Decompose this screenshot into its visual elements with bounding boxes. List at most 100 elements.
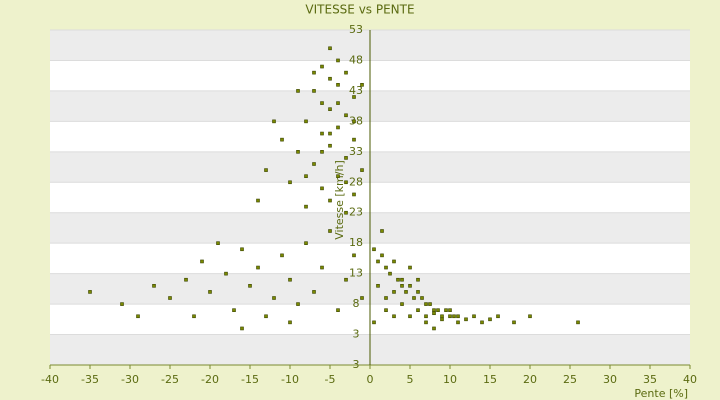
point: [344, 113, 348, 118]
point: [576, 320, 580, 325]
point: [120, 302, 124, 306]
point: [320, 186, 324, 191]
point: [240, 326, 244, 331]
point: [412, 296, 416, 300]
point: [404, 290, 408, 294]
point: [472, 314, 476, 319]
point: [392, 259, 396, 264]
point: [288, 180, 292, 185]
point: [272, 296, 276, 300]
point: [248, 284, 252, 288]
point: [344, 277, 348, 282]
point: [328, 198, 332, 203]
y-tick-label: 28: [349, 175, 363, 188]
point: [152, 284, 156, 288]
point: [288, 320, 292, 325]
point: [200, 259, 204, 264]
point: [360, 168, 364, 172]
x-tick-label: 25: [563, 373, 577, 386]
y-tick-label: 18: [349, 236, 363, 249]
point: [416, 308, 420, 312]
point: [256, 198, 260, 203]
point: [344, 180, 348, 185]
point: [424, 314, 428, 319]
point: [388, 271, 392, 276]
point: [280, 137, 284, 142]
point: [408, 314, 412, 319]
x-tick-label: -10: [281, 373, 299, 386]
point: [168, 296, 172, 300]
point: [416, 277, 420, 282]
point: [336, 174, 340, 178]
x-tick-label: -30: [121, 373, 139, 386]
y-tick-label: 3: [353, 328, 360, 341]
point: [344, 70, 348, 75]
point: [392, 314, 396, 319]
point: [352, 119, 356, 124]
point: [440, 317, 444, 322]
y-tick-label: 48: [349, 53, 363, 66]
point: [184, 277, 188, 282]
point: [232, 308, 236, 312]
point: [304, 174, 308, 178]
point: [464, 317, 468, 322]
point: [304, 241, 308, 245]
y-tick-label: 53: [349, 23, 363, 36]
point: [400, 302, 404, 306]
point: [88, 290, 92, 294]
y-tick-label: 13: [349, 267, 363, 280]
point: [336, 83, 340, 87]
point: [304, 204, 308, 209]
point: [420, 296, 424, 300]
point: [432, 311, 436, 316]
point: [336, 101, 340, 105]
point: [336, 308, 340, 312]
point: [392, 290, 396, 294]
point: [384, 296, 388, 300]
point: [376, 284, 380, 288]
point: [380, 253, 384, 258]
point: [360, 296, 364, 300]
point: [424, 320, 428, 325]
point: [400, 277, 404, 282]
x-tick-label: -20: [201, 373, 219, 386]
point: [352, 95, 356, 99]
x-tick-label: -5: [325, 373, 336, 386]
point: [380, 229, 384, 233]
point: [328, 46, 332, 51]
y-axis-label: Vitesse [km/h]: [333, 160, 346, 240]
point: [296, 89, 300, 93]
point: [312, 162, 316, 166]
point: [448, 308, 452, 312]
x-tick-label: -15: [241, 373, 259, 386]
x-axis-label: Pente [%]: [634, 387, 688, 400]
point: [436, 308, 440, 312]
point: [384, 265, 388, 270]
x-tick-label: -25: [161, 373, 179, 386]
point: [216, 241, 220, 245]
point: [432, 308, 436, 312]
point: [352, 192, 356, 197]
point: [320, 64, 324, 69]
point: [264, 168, 268, 172]
x-tick-label: 5: [407, 373, 414, 386]
point: [304, 119, 308, 124]
x-tick-label: 0: [367, 373, 374, 386]
point: [432, 326, 436, 331]
point: [408, 265, 412, 270]
point: [240, 247, 244, 252]
point: [208, 290, 212, 294]
point: [528, 314, 532, 319]
point: [320, 101, 324, 105]
chart-title: VITESSE vs PENTE: [305, 3, 414, 17]
point: [336, 125, 340, 130]
y-tick-label: 38: [349, 114, 363, 127]
point: [264, 314, 268, 319]
point: [328, 143, 332, 148]
point: [372, 247, 376, 252]
point: [352, 137, 356, 142]
point: [396, 277, 400, 282]
y-tick-label: 43: [349, 84, 363, 97]
y-tick-label: 33: [349, 145, 363, 158]
